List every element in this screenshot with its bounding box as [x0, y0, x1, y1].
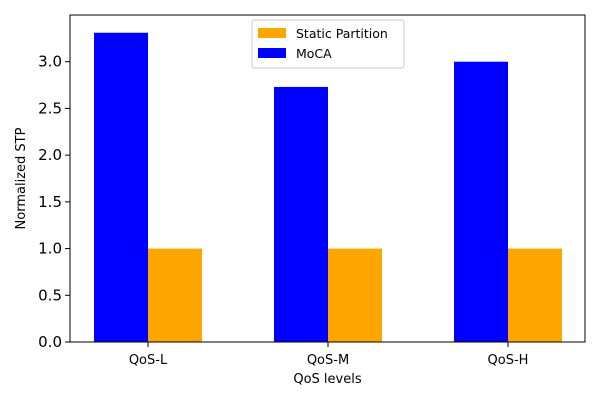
bar-moca-qos-h: [454, 61, 508, 342]
x-tick-label: QoS-H: [488, 353, 529, 368]
y-tick-label: 0.5: [38, 286, 62, 304]
legend-swatch: [258, 28, 286, 38]
y-tick-label: 2.0: [38, 146, 62, 164]
x-tick-label: QoS-L: [129, 353, 168, 368]
y-axis-label: Normalized STP: [14, 127, 29, 229]
legend-box: [251, 19, 405, 69]
y-tick-label: 3.0: [38, 53, 62, 71]
bar-moca-qos-m: [274, 86, 328, 342]
y-tick-label: 1.0: [38, 240, 62, 258]
y-tick-label: 2.5: [38, 99, 62, 117]
x-tick-label: QoS-M: [307, 353, 349, 368]
bar-moca-qos-l: [94, 32, 148, 342]
y-tick-label: 1.5: [38, 193, 62, 211]
bar-static-partition-qos-h: [508, 248, 562, 342]
bars-layer: [94, 32, 562, 342]
bar-static-partition-qos-l: [148, 248, 202, 342]
bar-static-partition-qos-m: [328, 248, 382, 342]
y-tick-label: 0.0: [38, 333, 62, 351]
x-axis-label: QoS levels: [293, 372, 361, 387]
legend: Static Partition MoCA: [251, 19, 405, 69]
legend-swatch: [258, 48, 286, 58]
x-axis: QoS-L QoS-M QoS-H: [129, 342, 529, 368]
legend-label: Static Partition: [296, 26, 388, 41]
y-axis: 0.0 0.5 1.0 1.5 2.0 2.5 3.0: [38, 53, 70, 351]
legend-label: MoCA: [296, 46, 332, 61]
